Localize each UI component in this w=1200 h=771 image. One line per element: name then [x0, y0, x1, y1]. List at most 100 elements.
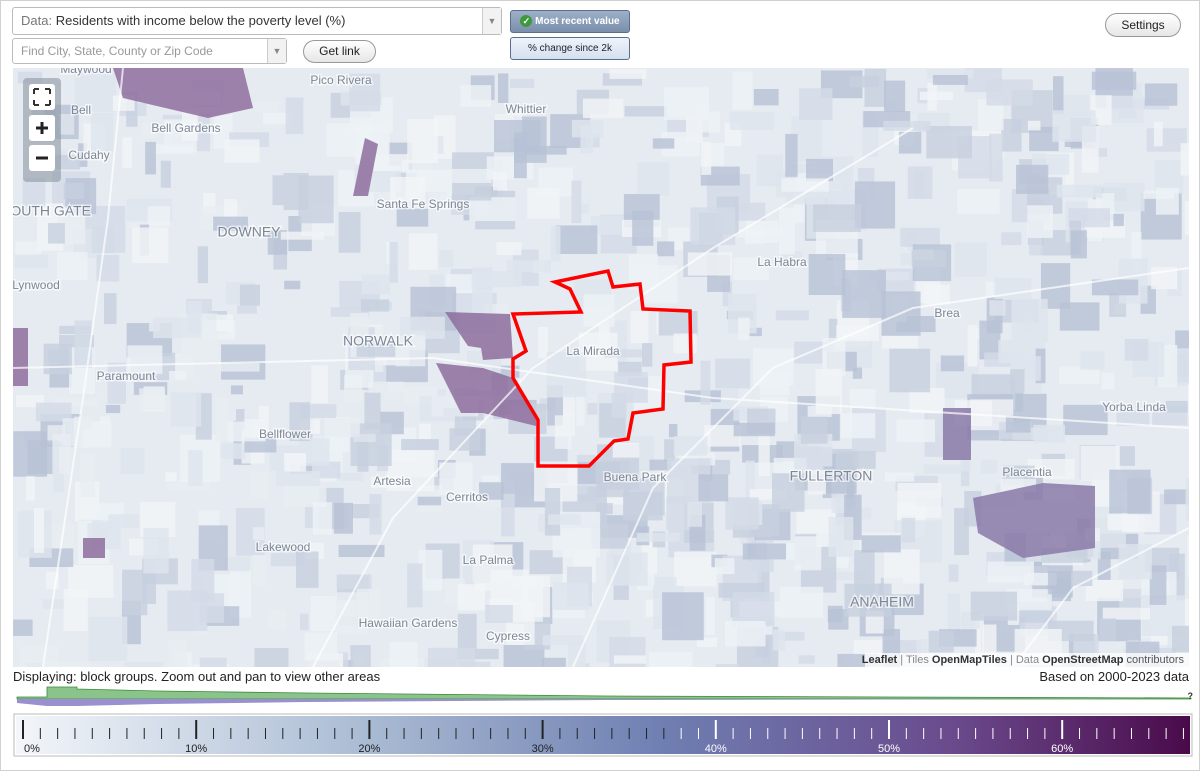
block-group	[867, 271, 910, 281]
block-group	[160, 160, 171, 188]
block-group	[187, 450, 203, 486]
block-group	[451, 152, 495, 169]
fullscreen-button[interactable]	[29, 84, 55, 110]
block-group	[664, 439, 675, 462]
histogram-recent	[16, 686, 1192, 700]
block-group	[371, 476, 410, 489]
block-group	[469, 197, 516, 222]
block-group	[591, 215, 628, 235]
block-group	[289, 402, 310, 442]
block-group	[224, 139, 260, 163]
place-label: Pico Rivera	[310, 73, 372, 87]
block-group	[798, 655, 815, 664]
help-mark[interactable]: ?	[1188, 691, 1194, 701]
block-group	[805, 158, 834, 182]
block-group	[772, 629, 786, 651]
block-group	[284, 485, 327, 508]
block-group	[550, 226, 561, 262]
block-group	[284, 280, 301, 290]
block-group	[1033, 424, 1066, 443]
block-group	[1052, 76, 1064, 114]
block-group	[165, 472, 177, 482]
block-group	[542, 635, 584, 646]
block-group	[736, 229, 783, 238]
block-group	[267, 609, 287, 630]
block-group	[25, 476, 35, 501]
block-group	[22, 177, 46, 207]
block-group	[926, 69, 974, 79]
block-group	[900, 227, 940, 247]
histogram-change	[17, 699, 1191, 706]
block-group	[338, 652, 349, 667]
attr-tiles-src[interactable]: OpenMapTiles	[932, 654, 1007, 666]
block-group	[471, 266, 493, 315]
block-group	[336, 472, 364, 481]
block-group	[215, 398, 228, 442]
block-group	[520, 575, 551, 618]
block-group	[170, 392, 202, 427]
check-icon: ✓	[520, 15, 533, 28]
search-box[interactable]: Find City, State, County or Zip Code ▼	[12, 38, 287, 64]
get-link-button[interactable]: Get link	[303, 40, 376, 63]
block-group	[494, 119, 541, 153]
block-group	[42, 599, 77, 610]
block-group	[948, 564, 959, 582]
block-group	[544, 488, 561, 536]
block-group	[687, 501, 703, 527]
block-group	[220, 443, 246, 459]
block-group	[919, 91, 953, 101]
block-group	[928, 630, 954, 653]
block-group	[652, 138, 675, 149]
block-group	[733, 257, 769, 280]
block-group	[1056, 184, 1103, 198]
map[interactable]: Maywood Pico Rivera Whittier Bell Bell Garde…	[13, 68, 1189, 667]
block-group	[898, 131, 922, 154]
block-group	[596, 503, 613, 515]
block-group	[88, 616, 128, 662]
block-group	[649, 459, 672, 471]
block-group	[296, 551, 319, 588]
block-group	[772, 473, 805, 512]
block-group	[299, 613, 309, 631]
block-group	[527, 187, 560, 219]
block-group	[822, 337, 846, 376]
block-group	[105, 404, 121, 414]
attr-leaflet[interactable]: Leaflet	[862, 654, 898, 666]
place-label: Santa Fe Springs	[377, 197, 470, 211]
block-group	[1090, 95, 1112, 125]
block-group	[705, 597, 715, 636]
block-group	[583, 294, 615, 327]
block-group	[15, 241, 42, 255]
block-group	[48, 223, 65, 244]
place-label: ANAHEIM	[850, 594, 914, 610]
block-group	[1180, 143, 1189, 176]
scale-label: 0%	[24, 743, 40, 755]
block-group	[216, 314, 233, 332]
block-group	[330, 307, 370, 317]
place-label: Artesia	[373, 474, 411, 488]
block-group	[1059, 302, 1100, 331]
place-label: Cerritos	[446, 490, 488, 504]
block-group	[1113, 213, 1124, 227]
block-group	[479, 482, 504, 500]
block-group	[940, 355, 965, 372]
block-group	[237, 305, 257, 314]
data-select[interactable]: Data: Residents with income below the po…	[12, 7, 502, 35]
most-recent-toggle[interactable]: ✓ Most recent value	[510, 10, 630, 33]
high-poverty-areas	[13, 68, 1095, 558]
block-group	[916, 639, 928, 655]
block-group	[911, 250, 946, 268]
block-group	[368, 381, 405, 393]
block-group	[460, 85, 492, 108]
place-label: La Habra	[757, 255, 807, 269]
block-group	[1101, 372, 1115, 390]
block-group	[59, 114, 75, 135]
block-group	[985, 281, 998, 299]
block-group	[1027, 120, 1041, 131]
color-scale	[16, 716, 1190, 754]
block-group	[63, 588, 88, 632]
attr-data-src[interactable]: OpenStreetMap	[1042, 654, 1124, 666]
block-group	[548, 514, 581, 525]
settings-button[interactable]: Settings	[1105, 13, 1181, 37]
pct-change-toggle[interactable]: % change since 2k	[510, 37, 630, 60]
